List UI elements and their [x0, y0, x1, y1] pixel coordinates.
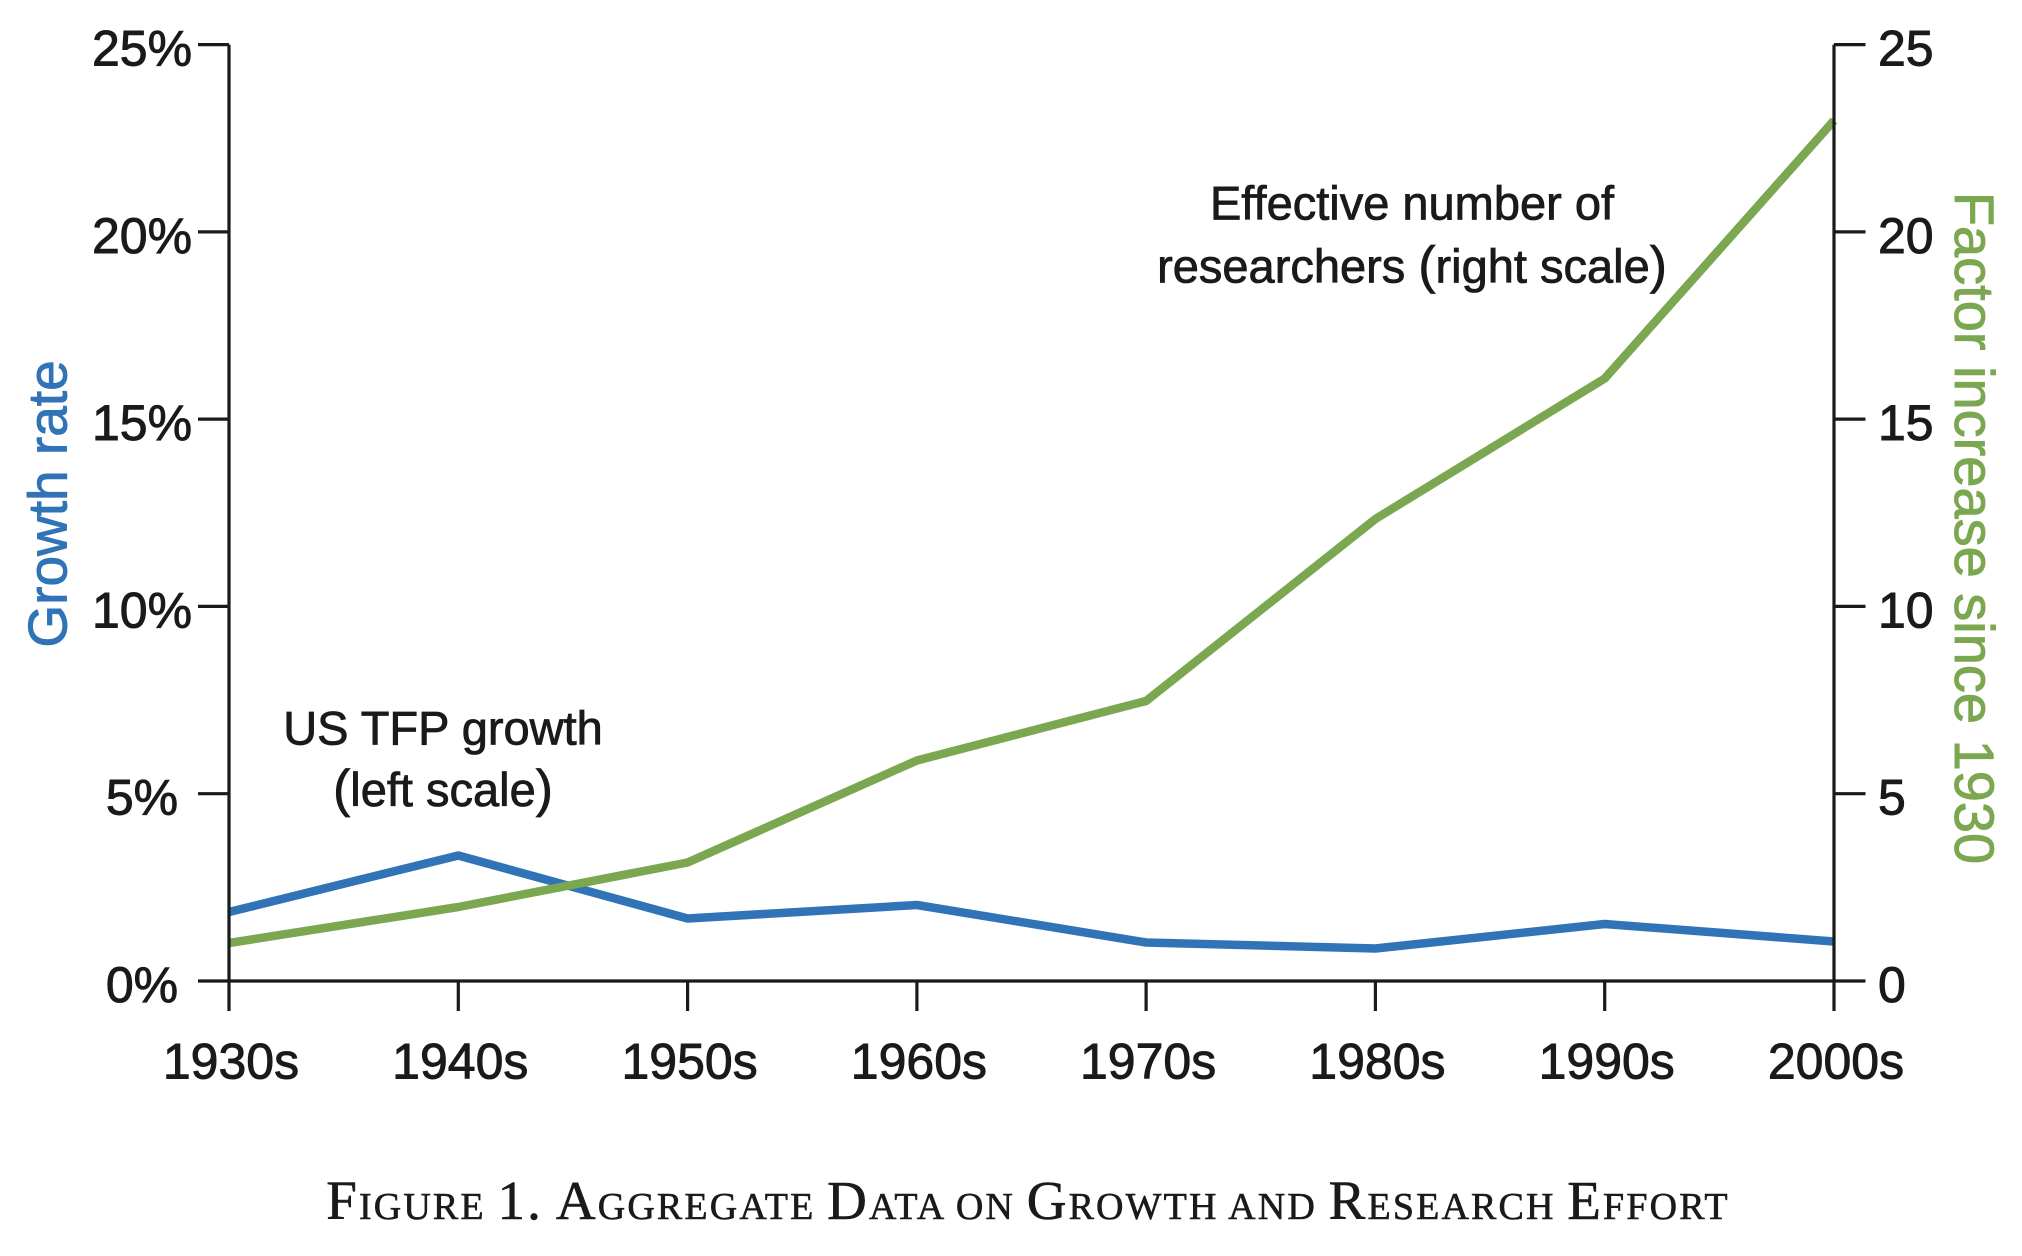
svg-text:researchers (right scale): researchers (right scale): [1157, 236, 1667, 294]
svg-text:Effective number of: Effective number of: [1210, 177, 1615, 230]
svg-text:FIGURE 1. AGGREGATE DATA ON GR: FIGURE 1. AGGREGATE DATA ON GROWTH AND R…: [326, 1170, 1730, 1231]
svg-text:1940s: 1940s: [392, 1034, 528, 1090]
svg-text:Growth rate: Growth rate: [17, 360, 79, 647]
svg-text:1950s: 1950s: [621, 1034, 757, 1090]
svg-text:5%: 5%: [106, 770, 178, 826]
svg-text:20: 20: [1878, 208, 1934, 264]
svg-text:1970s: 1970s: [1080, 1034, 1216, 1090]
svg-text:2000s: 2000s: [1768, 1034, 1904, 1090]
svg-text:25%: 25%: [92, 21, 192, 77]
svg-text:Factor increase since 1930: Factor increase since 1930: [1943, 192, 2006, 864]
svg-text:1990s: 1990s: [1539, 1034, 1675, 1090]
svg-text:10: 10: [1878, 582, 1934, 638]
svg-text:US TFP growth: US TFP growth: [283, 702, 603, 755]
svg-text:15%: 15%: [92, 395, 192, 451]
svg-text:1980s: 1980s: [1309, 1034, 1445, 1090]
svg-text:5: 5: [1878, 770, 1906, 826]
svg-text:20%: 20%: [92, 208, 192, 264]
svg-text:(left scale): (left scale): [333, 759, 553, 817]
svg-text:15: 15: [1878, 395, 1934, 451]
svg-text:0: 0: [1878, 957, 1906, 1013]
svg-text:0%: 0%: [106, 957, 178, 1013]
svg-text:1930s: 1930s: [163, 1034, 299, 1090]
svg-text:1960s: 1960s: [851, 1034, 987, 1090]
svg-text:10%: 10%: [92, 582, 192, 638]
svg-text:25: 25: [1878, 21, 1934, 77]
